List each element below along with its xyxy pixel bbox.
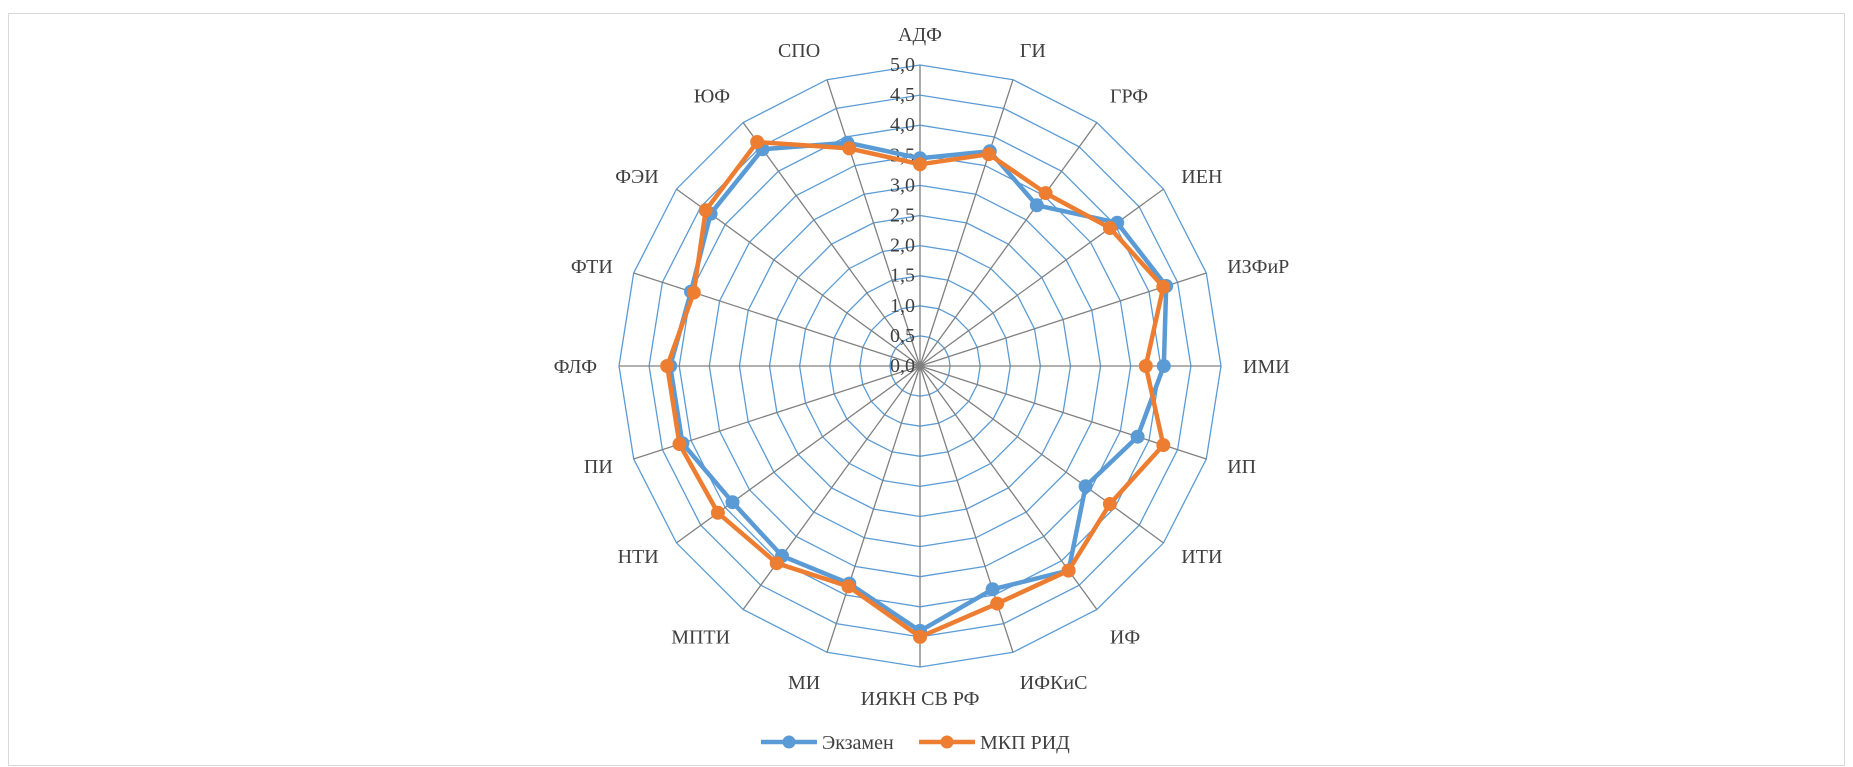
- series-point: [1061, 563, 1076, 578]
- category-label: ФТИ: [571, 256, 613, 278]
- axis-spoke: [742, 365, 921, 610]
- legend-label: Экзамен: [822, 732, 894, 754]
- series-point: [1078, 479, 1093, 494]
- tick-label: 4,5: [890, 84, 915, 106]
- category-label: ИЗФиР: [1227, 256, 1289, 278]
- axis-spoke: [919, 188, 1164, 367]
- series-point: [750, 135, 765, 149]
- series-point: [1156, 359, 1171, 373]
- tick-label: 1,5: [890, 265, 915, 287]
- chart-area: 0,0 0,5 1,0 1,5 2,0 2,5 3,0 3,5 4,0 4,5 5,0 АДФ ГИ Г…: [8, 13, 1845, 766]
- legend: Экзамен МКП РИД: [761, 732, 1070, 754]
- legend-swatch-marker: [940, 735, 954, 749]
- category-label: АДФ: [898, 24, 942, 46]
- series-point: [1102, 497, 1117, 511]
- series-point: [1029, 198, 1044, 213]
- category-label: ПИ: [584, 456, 613, 478]
- series-point: [710, 505, 725, 520]
- series-point: [1130, 429, 1145, 444]
- category-label: ГРФ: [1110, 86, 1148, 108]
- legend-label: МКП РИД: [980, 732, 1070, 754]
- tick-labels: 0,00,51,01,52,02,53,03,54,04,55,0: [890, 54, 915, 377]
- spoke-layer: [619, 65, 1221, 667]
- series-point: [672, 437, 687, 452]
- category-label: ФЛФ: [554, 356, 597, 378]
- series-point: [1102, 221, 1117, 235]
- series-point: [698, 203, 713, 218]
- category-labels: АДФ ГИ ГРФ ИЕН ИЗФиР ИМИ ИП ИТИ ИФ ИФКиС ИЯКН СВ Р…: [554, 24, 1290, 710]
- axis-spoke: [919, 365, 1164, 544]
- series-point: [1138, 359, 1153, 373]
- tick-label: 0,0: [890, 355, 915, 377]
- radar-chart: 0,00,51,01,52,02,53,03,54,04,55,0 АДФГИГ…: [554, 24, 1290, 754]
- axis-spoke: [633, 272, 921, 367]
- category-label: ИФ: [1110, 626, 1140, 648]
- legend-swatch-marker: [782, 735, 796, 749]
- series-point: [686, 285, 701, 300]
- category-label: ГИ: [1020, 40, 1046, 62]
- category-label: ИТИ: [1181, 546, 1222, 568]
- series-point: [913, 629, 927, 644]
- category-label: НТИ: [618, 546, 659, 568]
- category-label: ИМИ: [1243, 356, 1290, 378]
- axis-spoke: [919, 122, 1098, 367]
- tick-label: 2,0: [890, 235, 915, 257]
- category-label: МИ: [788, 672, 820, 694]
- tick-label: 2,5: [890, 205, 915, 227]
- series-point: [913, 157, 927, 172]
- category-label: ИФКиС: [1020, 672, 1088, 694]
- series-point: [1156, 279, 1171, 294]
- series-point: [725, 495, 740, 510]
- series-point: [769, 556, 784, 571]
- axis-spoke: [826, 365, 921, 653]
- axis-spoke: [742, 122, 921, 367]
- category-label: ФЭИ: [615, 166, 658, 188]
- series-point: [1156, 438, 1171, 453]
- category-label: ЮФ: [694, 86, 730, 108]
- series-point: [990, 596, 1005, 611]
- series-point: [985, 582, 1000, 597]
- tick-label: 1,0: [890, 295, 915, 317]
- category-label: ИЯКН СВ РФ: [861, 688, 980, 710]
- category-label: ИП: [1227, 456, 1256, 478]
- tick-label: 5,0: [890, 54, 915, 76]
- tick-label: 3,0: [890, 174, 915, 196]
- category-label: СПО: [778, 40, 820, 62]
- axis-spoke: [826, 79, 921, 367]
- axis-spoke: [919, 79, 1014, 367]
- axis-spoke: [676, 188, 921, 367]
- series-point: [841, 579, 856, 594]
- category-label: МПТИ: [671, 626, 730, 648]
- series-point: [842, 141, 857, 156]
- series-point: [981, 147, 996, 162]
- series-point: [1038, 186, 1053, 201]
- tick-label: 0,5: [890, 325, 915, 347]
- series-layer: [660, 135, 1174, 644]
- category-label: ИЕН: [1181, 166, 1222, 188]
- series-point: [660, 359, 675, 373]
- tick-label: 4,0: [890, 114, 915, 136]
